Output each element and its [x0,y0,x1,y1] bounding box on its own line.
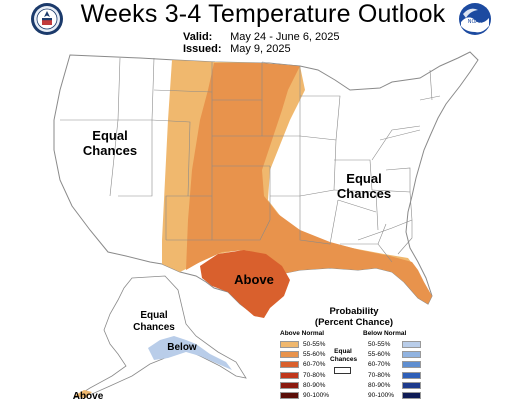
legend-above-heading: Above Normal [280,330,325,337]
legend-above-row: 50-55% [280,341,337,349]
legend-equal-chances-swatch [334,367,351,374]
legend-above-range: 90-100% [303,392,330,399]
legend-below-swatch [402,361,421,369]
alaska-below-region [148,336,232,370]
legend-above-range: 55-60% [303,351,326,359]
legend-above-swatch [280,341,299,348]
region-above-55-60 [186,63,432,304]
east-equal-line: Equal Chances [336,171,392,201]
legend-below-swatch [402,351,421,359]
label-east-equal-chances: Equal Chances [334,171,394,201]
legend-above-range: 70-80% [303,371,326,379]
legend-below-range: 70-80% [368,371,391,379]
legend-below-row: 50-55% [368,341,421,349]
legend-title-line2: (Percent Chance) [314,317,394,328]
label-alaska-below: Below [167,342,197,353]
legend-above-swatch [280,381,299,389]
legend-above-row: 80-90% [280,381,337,390]
legend-below-range: 90-100% [368,392,395,399]
legend-below-row: 80-90% [368,381,421,390]
legend-above-swatch [280,392,299,399]
legend-below-range: 60-70% [368,361,391,369]
issued-label: Issued: [183,43,222,55]
legend-above-row: 90-100% [280,392,337,400]
issued-line: Issued: May 9, 2025 [183,43,340,55]
legend-below-range: 50-55% [368,341,391,348]
legend-below-swatch [402,392,421,399]
legend-below-row: 55-60% [368,351,421,359]
legend-below-range: 80-90% [368,381,391,389]
doc-seal-logo [31,3,63,35]
valid-value: May 24 - June 6, 2025 [230,31,340,43]
label-west-equal-chances: Equal Chances [80,128,140,158]
legend-title: Probability (Percent Chance) [300,306,408,328]
noaa-logo: NOAA [459,3,491,35]
region-above-60-70 [200,250,290,318]
date-block: Valid: May 24 - June 6, 2025 Issued: May… [183,31,340,55]
legend-above-range: 50-55% [303,341,326,348]
legend-below-swatch [402,371,421,379]
legend-below-row: 60-70% [368,361,421,369]
legend-below-range: 55-60% [368,351,391,359]
legend-above-swatch [280,361,299,369]
issued-value: May 9, 2025 [230,43,291,55]
legend-above-range: 60-70% [303,361,326,369]
legend-below-heading: Below Normal [363,330,407,337]
state-borders [60,57,441,263]
legend-below-swatch [402,381,421,389]
legend-equal-chances-label: Equal Chances [330,348,358,363]
west-equal-line: Equal Chances [82,128,138,158]
alaska-above-sliver [74,390,92,398]
legend-title-line1: Probability [329,306,379,317]
legend-above-range: 80-90% [303,381,326,389]
valid-line: Valid: May 24 - June 6, 2025 [183,31,340,43]
label-alaska-above: Above [72,391,104,402]
alaska-outline [73,275,247,399]
legend-above-row: 55-60% [280,351,337,359]
legend-below-row: 70-80% [368,371,421,380]
legend-above-row: 70-80% [280,371,337,380]
valid-label: Valid: [183,31,213,43]
legend-above-row: 60-70% [280,361,337,369]
alaska-equal-line: Equal Chances [133,310,175,333]
legend-below-row: 90-100% [368,392,421,400]
legend-below-swatch [402,341,421,348]
label-texas-above: Above [234,272,274,287]
legend-above-swatch [280,371,299,379]
label-alaska-equal-chances: Equal Chances [124,310,184,334]
page-title: Weeks 3-4 Temperature Outlook [80,0,446,28]
legend-above-swatch [280,351,299,359]
noaa-logo-text: NOAA [468,19,483,25]
